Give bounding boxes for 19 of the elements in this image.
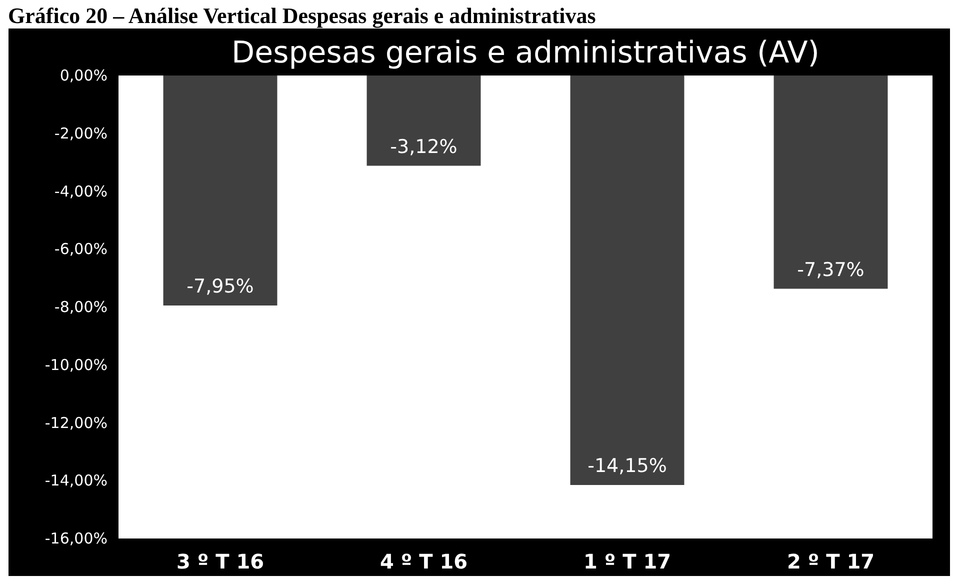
y-tick-label: -2,00%: [54, 124, 108, 142]
x-tick-label: 1 º T 17: [583, 550, 672, 574]
y-tick-label: -16,00%: [44, 530, 108, 548]
x-tick-label: 3 º T 16: [176, 550, 264, 574]
x-tick-label: 2 º T 17: [786, 550, 875, 574]
y-tick-label: -14,00%: [44, 472, 108, 490]
data-label: -7,37%: [797, 258, 864, 281]
y-tick-label: -6,00%: [54, 240, 108, 258]
data-label: -3,12%: [390, 136, 458, 158]
y-tick-label: -10,00%: [44, 356, 108, 374]
y-tick-label: -12,00%: [44, 414, 108, 432]
y-tick-label: -8,00%: [54, 298, 108, 316]
data-label: -14,15%: [588, 454, 667, 477]
text: Gráfico 20 – Análise Vertical Despesas gerais e administrativas: [8, 2, 596, 30]
x-tick-label: 4 º T 16: [380, 550, 468, 574]
chart-title: Despesas gerais e administrativas (AV): [232, 36, 820, 70]
y-tick-label: -4,00%: [54, 182, 108, 200]
y-tick-label: 0,00%: [60, 66, 108, 84]
data-label: -7,95%: [186, 276, 254, 298]
